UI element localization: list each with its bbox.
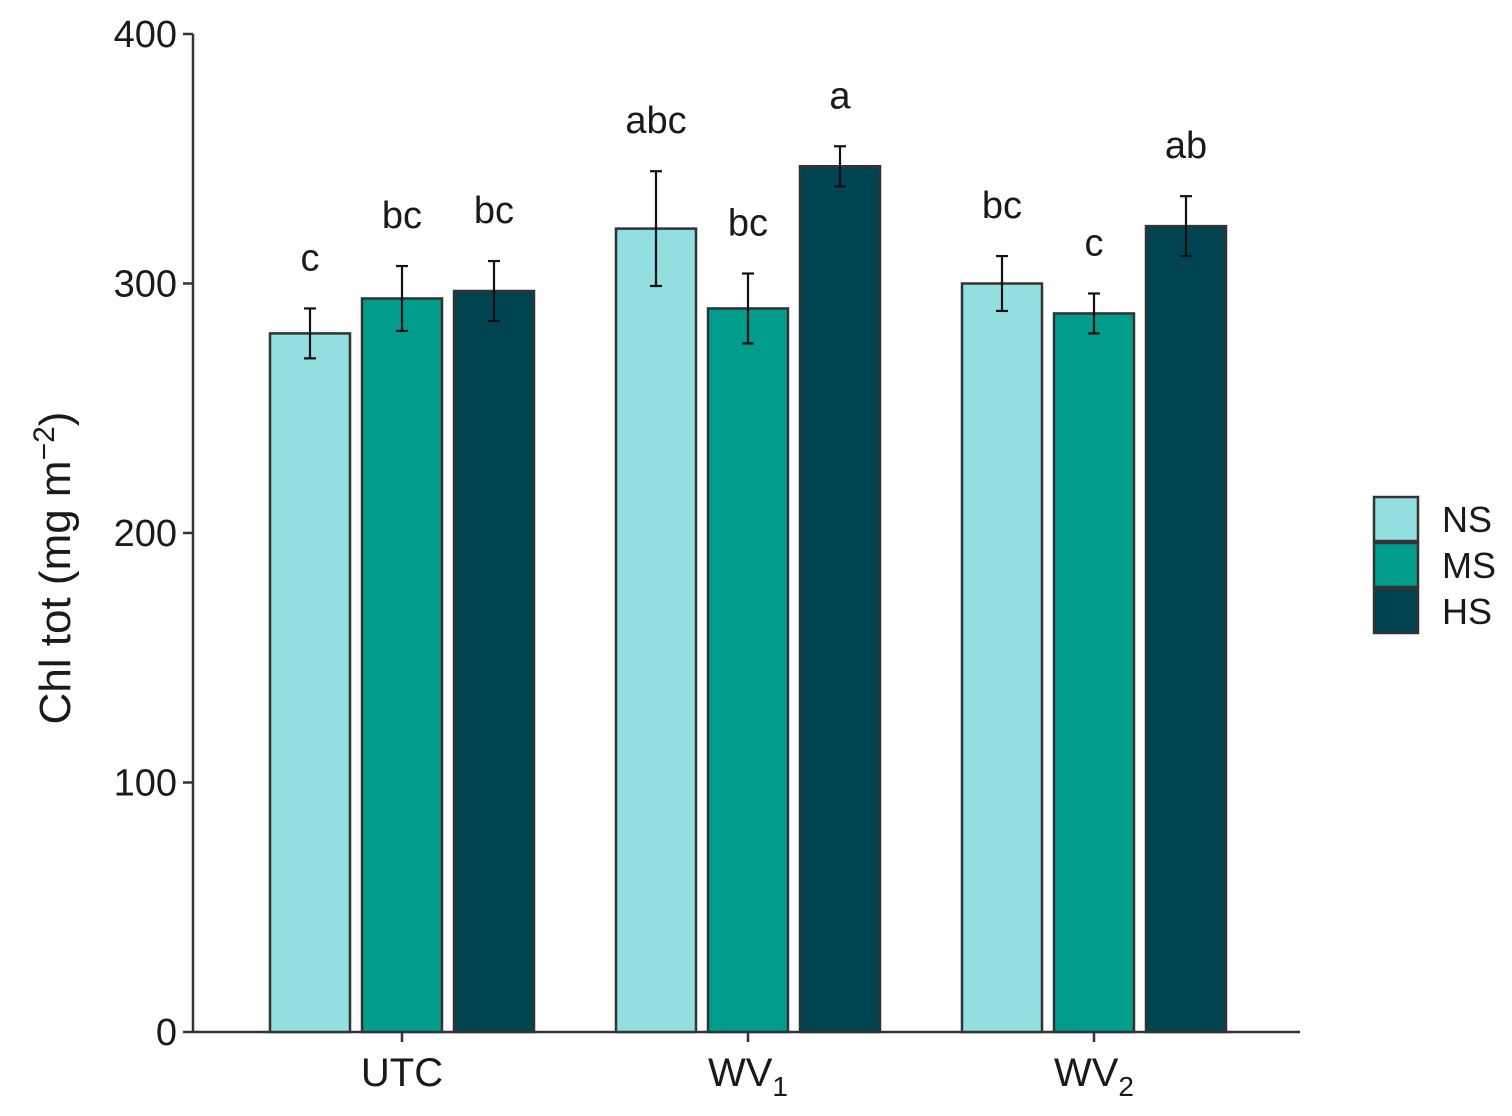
bar-ms [706,307,790,1034]
significance-letter: bc [982,185,1022,227]
significance-letter: bc [474,190,514,232]
bar-ms [1052,312,1136,1034]
bar-hs [452,289,536,1034]
error-bar [996,254,1008,313]
bars [268,164,1228,1034]
x-axis-category-labels: UTC WV1 WV2 [361,1051,1134,1102]
error-bars [304,145,1192,360]
x-category-label: WV1 [708,1051,788,1102]
legend: NS MS HS [1372,495,1496,635]
legend-label: MS [1442,545,1496,586]
y-tick-label: 200 [114,513,177,555]
significance-letter: c [301,237,320,279]
y-axis-title: Chl tot (mg m−2) [28,412,81,725]
error-bar [742,272,754,345]
bar-hs [1144,224,1228,1034]
significance-letter: ab [1165,125,1207,167]
bar-ns [960,282,1044,1034]
significance-letter: a [829,75,851,117]
error-bar [834,145,846,188]
significance-letter: c [1085,222,1104,264]
error-bar [396,264,408,333]
y-tick-label: 400 [114,14,177,56]
legend-item-ms: MS [1372,541,1496,589]
legend-swatch [1372,541,1420,589]
bar-hs [798,164,882,1034]
bar-ns [614,227,698,1034]
error-bar [1180,195,1192,258]
y-axis-title-close: ) [31,412,80,427]
y-axis-title-main: Chl tot (mg m [31,460,80,724]
legend-swatch [1372,587,1420,635]
legend-label: HS [1442,591,1492,632]
error-bar [304,307,316,360]
error-bar [1088,292,1100,335]
significance-letters: c abc bc bc bc c bc a ab [301,75,1208,279]
error-bar [650,170,662,288]
x-category-label: UTC [361,1051,443,1095]
y-tick-label: 0 [156,1012,177,1054]
x-category-label: WV2 [1054,1051,1134,1102]
legend-item-ns: NS [1372,495,1492,543]
significance-letter: abc [625,100,686,142]
significance-letter: bc [382,195,422,237]
legend-label: NS [1442,499,1492,540]
legend-swatch [1372,495,1420,543]
y-axis-title-superscript: −2 [28,426,61,460]
legend-item-hs: HS [1372,587,1492,635]
error-bar [488,259,500,323]
bar-ns [268,332,352,1034]
y-tick-label: 100 [114,763,177,805]
bar-ms [360,297,444,1034]
significance-letter: bc [728,203,768,245]
y-tick-label: 300 [114,264,177,306]
